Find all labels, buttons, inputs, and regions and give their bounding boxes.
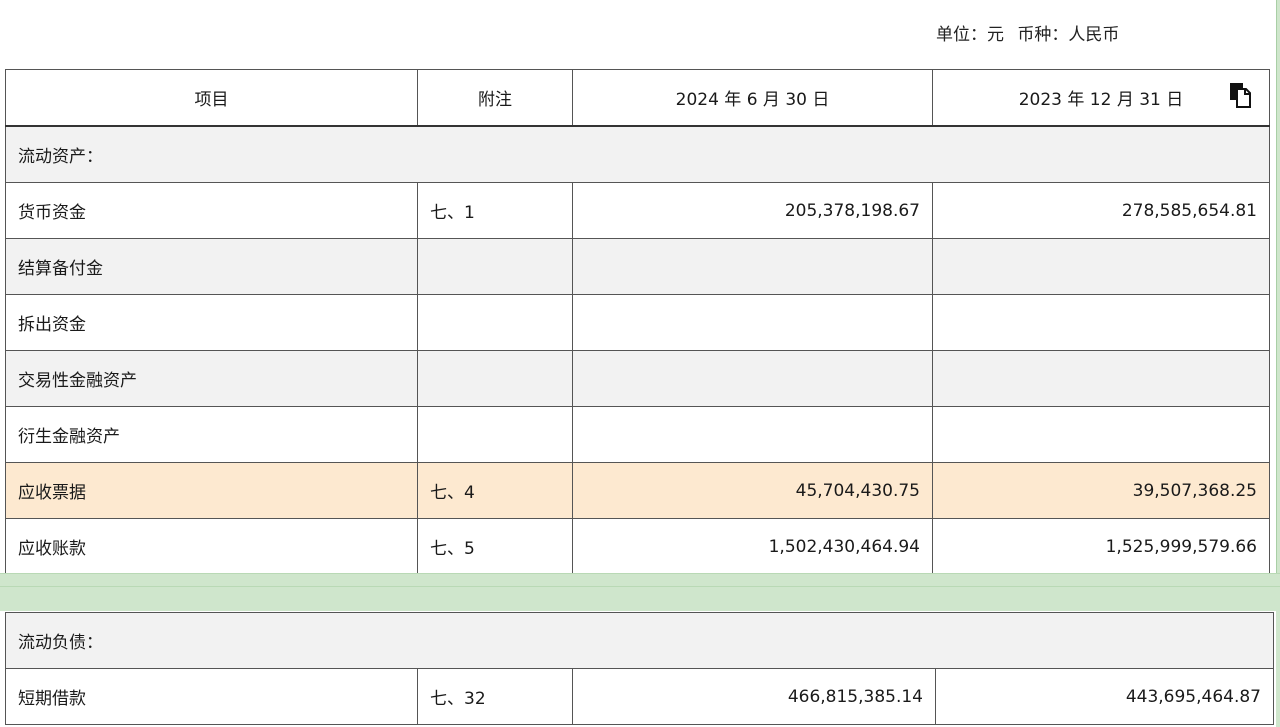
row-current: 466,815,385.14 [572,668,936,725]
section-divider [0,573,1280,612]
row-item: 拆出资金 [5,294,418,351]
table-header-row: 项目 附注 2024 年 6 月 30 日 2023 年 12 月 31 日 [5,69,1270,127]
copy-icon[interactable] [1229,82,1251,108]
row-previous [932,294,1270,351]
section-row-current-assets: 流动资产： [5,125,1270,183]
unit-line: 单位：元 币种：人民币 [936,20,1119,45]
header-item: 项目 [5,69,418,127]
table-row: 应收账款 七、5 1,502,430,464.94 1,525,999,579.… [5,518,1270,575]
header-previous-period: 2023 年 12 月 31 日 [932,69,1270,127]
row-item: 应收票据 [5,462,418,519]
row-note: 七、5 [417,518,573,575]
divider-line [0,586,1280,587]
row-note: 七、32 [417,668,573,725]
table-row-highlighted[interactable]: 应收票据 七、4 45,704,430.75 39,507,368.25 [5,462,1270,519]
row-previous [932,406,1270,463]
row-note: 七、1 [417,182,573,239]
row-item: 结算备付金 [5,238,418,295]
row-previous: 278,585,654.81 [932,182,1270,239]
row-previous: 1,525,999,579.66 [932,518,1270,575]
row-current [572,238,933,295]
row-item: 货币资金 [5,182,418,239]
row-previous: 443,695,464.87 [935,668,1274,725]
row-current: 1,502,430,464.94 [572,518,933,575]
row-current [572,350,933,407]
table-row: 货币资金 七、1 205,378,198.67 278,585,654.81 [5,182,1270,239]
table-row: 衍生金融资产 [5,406,1270,463]
currency-label: 币种：人民币 [1017,25,1120,45]
row-item: 短期借款 [5,668,418,725]
row-current [572,294,933,351]
table-row: 结算备付金 [5,238,1270,295]
row-current: 45,704,430.75 [572,462,933,519]
row-previous: 39,507,368.25 [932,462,1270,519]
table-row: 拆出资金 [5,294,1270,351]
assets-table: 项目 附注 2024 年 6 月 30 日 2023 年 12 月 31 日 流… [5,69,1270,575]
header-note: 附注 [417,69,573,127]
row-current [572,406,933,463]
row-item: 衍生金融资产 [5,406,418,463]
row-previous [932,350,1270,407]
row-note [417,406,573,463]
row-current: 205,378,198.67 [572,182,933,239]
section-label: 流动负债： [5,612,1274,669]
table-row: 短期借款 七、32 466,815,385.14 443,695,464.87 [5,668,1274,725]
row-item: 应收账款 [5,518,418,575]
row-note [417,294,573,351]
unit-label: 单位：元 [936,25,1004,45]
row-note [417,238,573,295]
row-item: 交易性金融资产 [5,350,418,407]
header-current-period: 2024 年 6 月 30 日 [572,69,933,127]
liabilities-table: 流动负债： 短期借款 七、32 466,815,385.14 443,695,4… [5,612,1274,725]
table-row: 交易性金融资产 [5,350,1270,407]
section-row-current-liabilities: 流动负债： [5,612,1274,669]
section-label: 流动资产： [5,125,1270,183]
row-previous [932,238,1270,295]
row-note [417,350,573,407]
row-note: 七、4 [417,462,573,519]
header-previous-period-label: 2023 年 12 月 31 日 [1018,90,1184,110]
